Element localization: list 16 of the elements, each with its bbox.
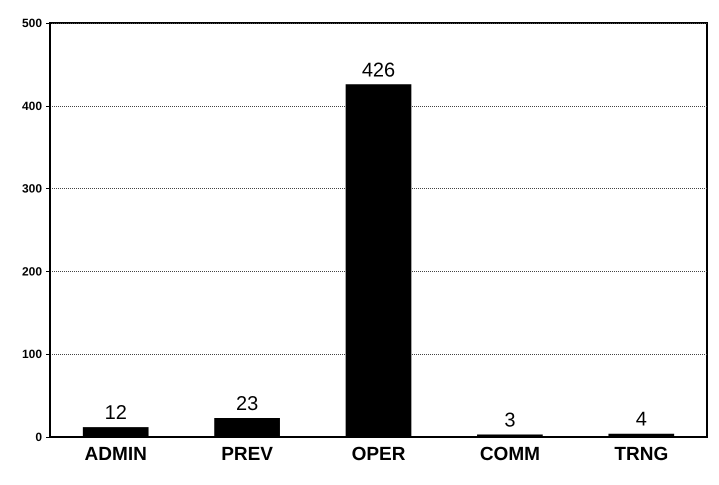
x-tick-label: PREV (221, 444, 274, 465)
x-tick-label: OPER (352, 444, 406, 465)
y-tick-label: 300 (22, 182, 42, 196)
y-tick-label: 0 (35, 430, 42, 444)
y-tick-label: 100 (22, 347, 42, 362)
x-tick-label: ADMIN (84, 444, 147, 465)
data-label: 4 (636, 408, 647, 431)
data-label: 23 (236, 392, 258, 415)
data-label: 426 (362, 59, 396, 82)
y-tick-label: 400 (22, 98, 42, 113)
y-tick-label: 200 (22, 264, 42, 278)
y-tick-label: 500 (22, 16, 42, 30)
data-label: 12 (104, 402, 127, 424)
x-tick-label: COMM (480, 444, 540, 465)
x-tick-label: TRNG (614, 444, 668, 465)
data-label: 3 (504, 410, 516, 432)
